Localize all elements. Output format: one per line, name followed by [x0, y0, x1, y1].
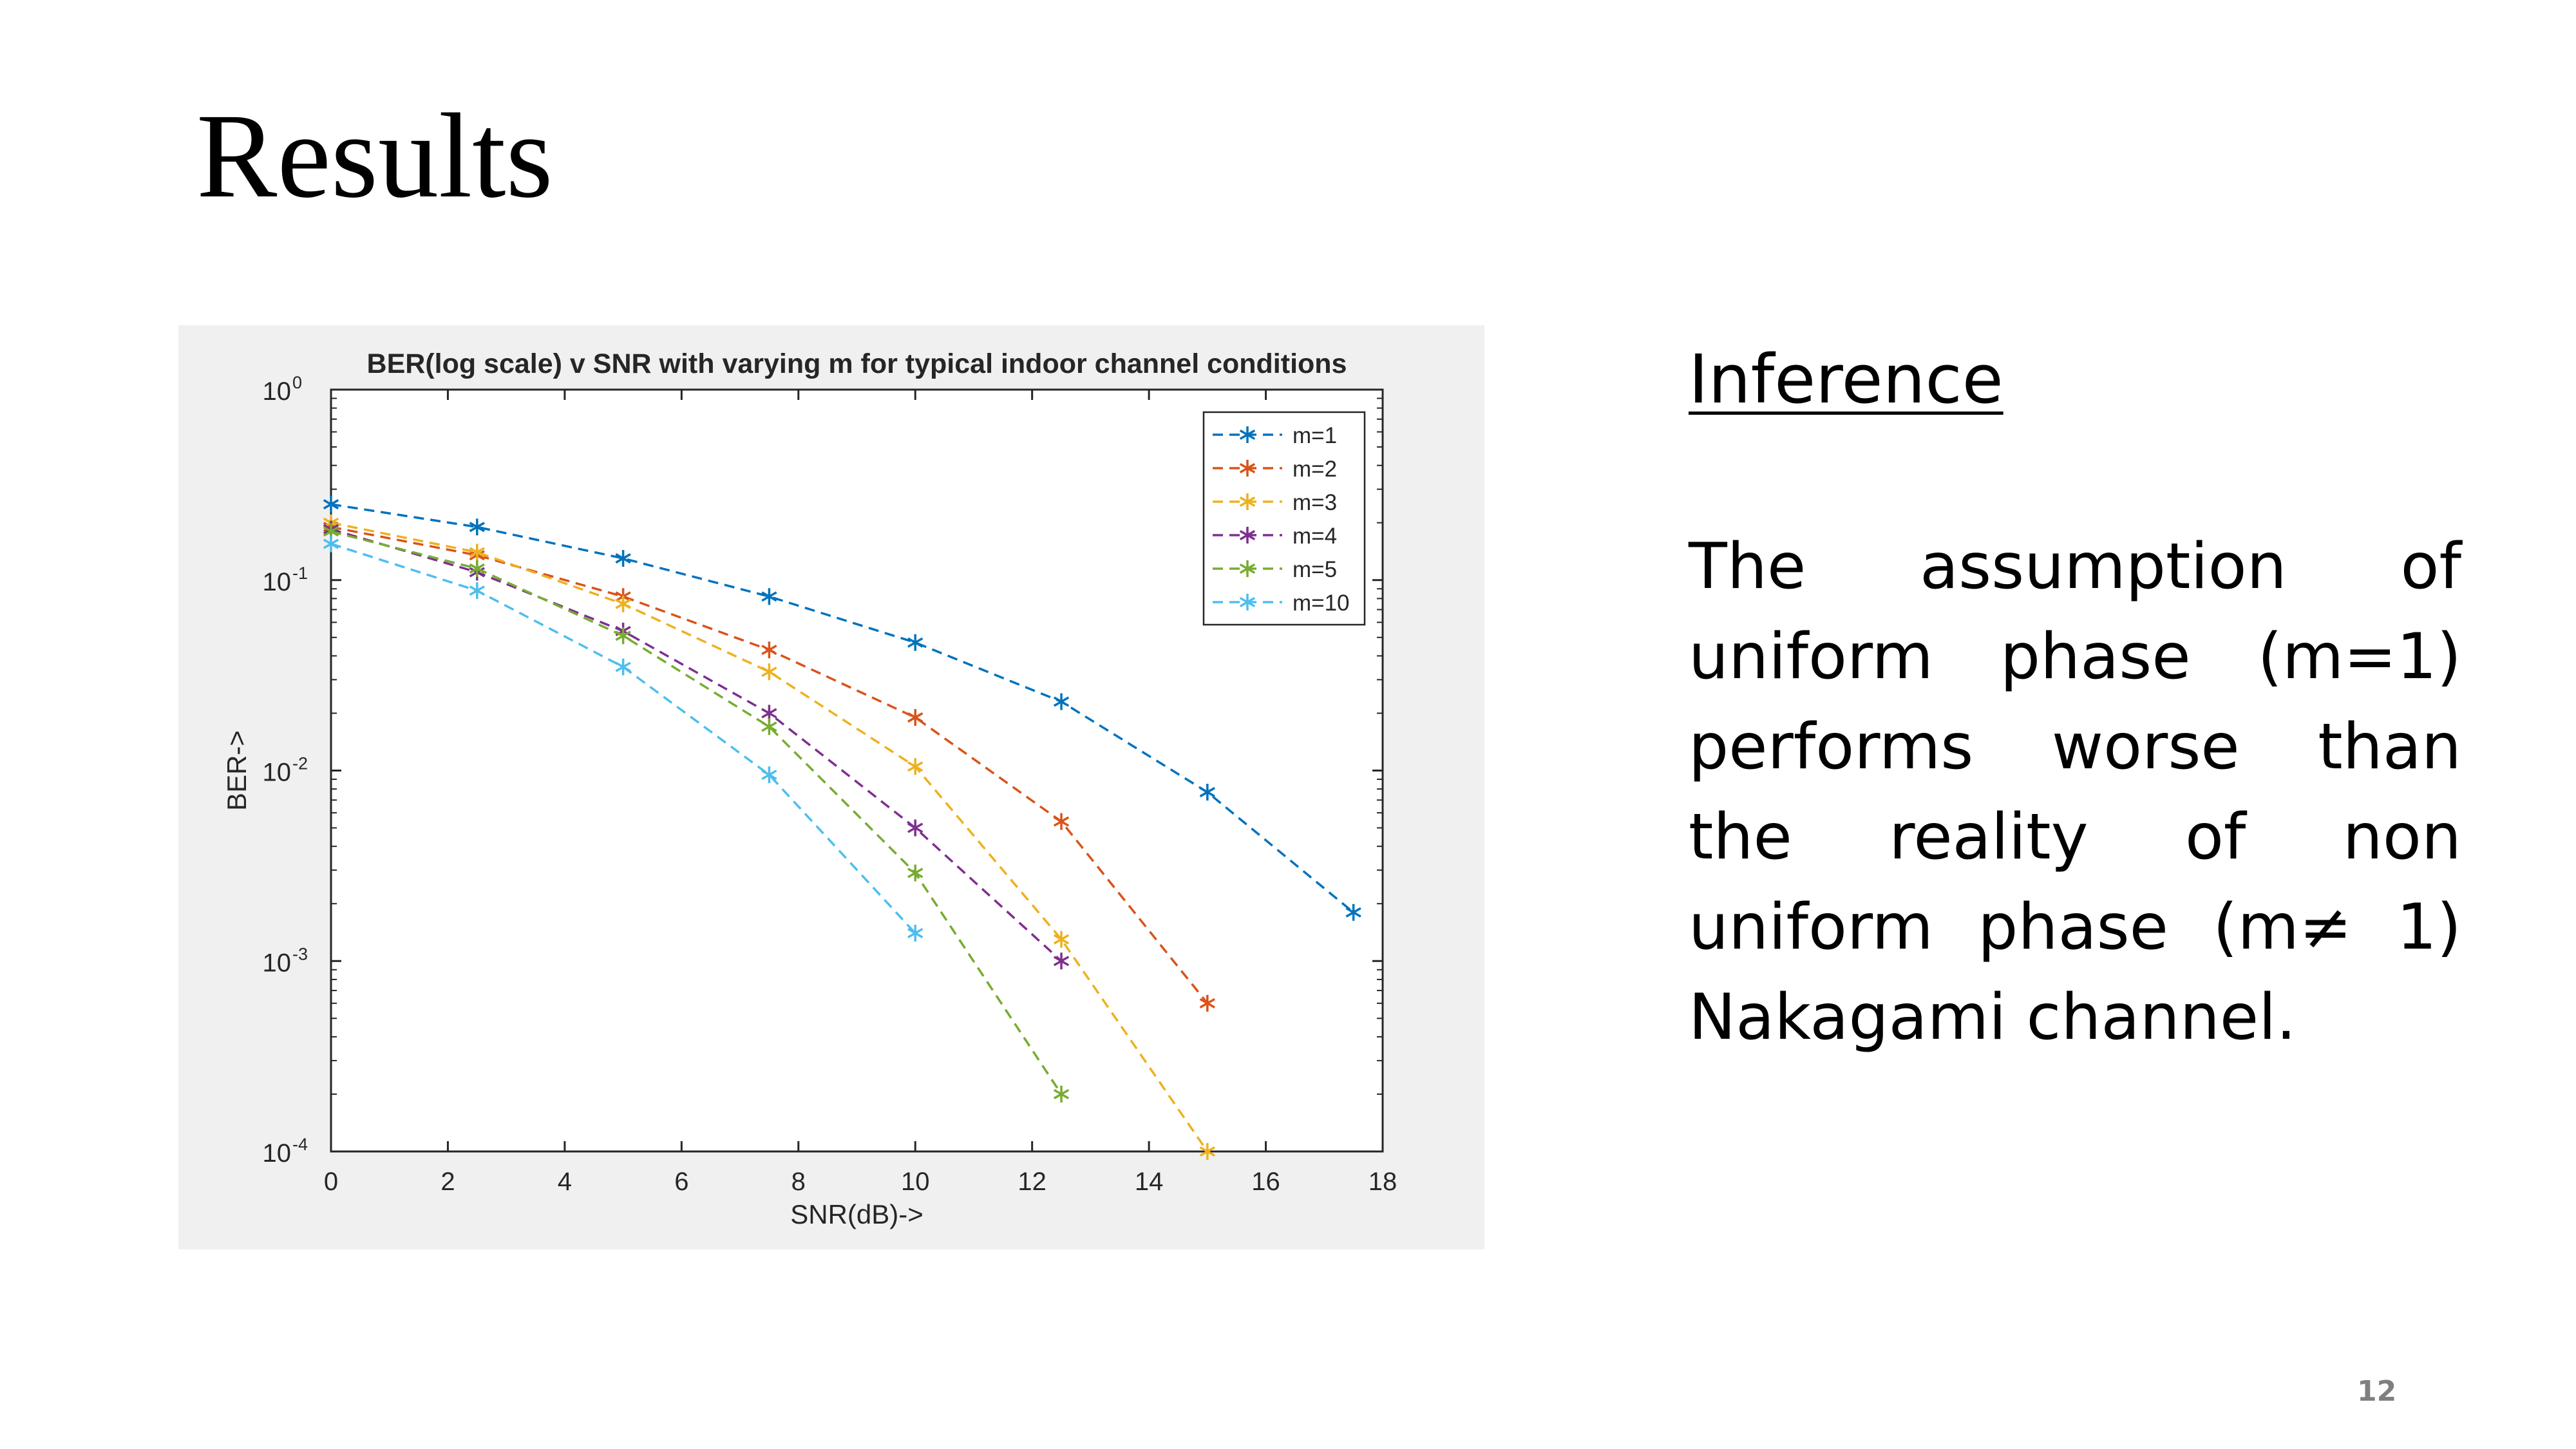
data-point-m=1	[761, 588, 777, 605]
data-point-m=2	[1053, 813, 1070, 830]
data-point-m=4	[1053, 952, 1070, 970]
x-tick-label: 18	[1368, 1168, 1397, 1196]
data-point-m=3	[615, 595, 631, 612]
legend-label: m=5	[1293, 557, 1337, 582]
x-tick-label: 4	[558, 1168, 572, 1196]
data-point-m=10	[907, 925, 923, 942]
data-point-m=2	[1199, 994, 1215, 1012]
inference-heading: Inference	[1689, 340, 2003, 419]
data-point-m=2	[907, 709, 923, 726]
x-axis-label: SNR(dB)->	[790, 1199, 923, 1229]
data-point-m=5	[1053, 1085, 1070, 1103]
y-tick-exponent: -3	[292, 944, 308, 963]
data-point-m=5	[761, 718, 777, 735]
legend-label: m=2	[1293, 457, 1337, 482]
x-tick-label: 12	[1018, 1168, 1046, 1196]
x-tick-label: 2	[440, 1168, 455, 1196]
y-tick-label: 10	[263, 759, 292, 787]
legend-marker	[1239, 426, 1256, 443]
x-tick-label: 6	[674, 1168, 688, 1196]
data-point-m=5	[907, 864, 923, 882]
series-line-m=1	[330, 503, 1354, 914]
y-axis-label: BER->	[222, 730, 252, 811]
legend-label: m=4	[1293, 524, 1337, 549]
legend-marker	[1239, 560, 1256, 577]
data-point-m=1	[323, 496, 339, 513]
y-tick-exponent: -4	[292, 1135, 308, 1154]
y-tick-exponent: 0	[292, 373, 302, 392]
legend-marker	[1239, 527, 1256, 544]
series-line-m=4	[330, 528, 1063, 962]
legend-label: m=10	[1293, 591, 1350, 616]
data-point-m=1	[907, 634, 923, 651]
data-point-m=3	[761, 663, 777, 681]
y-tick-label: 10	[263, 568, 292, 596]
legend-marker	[1239, 460, 1256, 477]
y-tick-exponent: -1	[292, 564, 308, 583]
legend-label: m=3	[1293, 490, 1337, 515]
data-point-m=4	[907, 819, 923, 837]
data-point-m=10	[469, 582, 485, 600]
legend-marker	[1239, 594, 1256, 611]
y-tick-label: 10	[263, 377, 292, 406]
y-tick-label: 10	[263, 949, 292, 977]
data-point-m=10	[761, 766, 777, 784]
data-point-m=2	[761, 641, 777, 659]
data-point-m=1	[615, 550, 631, 567]
x-tick-label: 8	[791, 1168, 806, 1196]
data-point-m=10	[323, 535, 339, 553]
chart-title: BER(log scale) v SNR with varying m for …	[367, 348, 1347, 379]
y-tick-exponent: -2	[292, 754, 308, 773]
x-tick-label: 0	[324, 1168, 338, 1196]
inference-text: The assumption of uniform phase (m=1) pe…	[1689, 530, 2461, 1054]
data-point-m=1	[469, 518, 485, 536]
data-point-m=3	[1053, 931, 1070, 948]
figure-panel: BER(log scale) v SNR with varying m for …	[178, 325, 1484, 1249]
legend-label: m=1	[1293, 423, 1337, 448]
y-tick-label: 10	[263, 1139, 292, 1168]
x-tick-label: 14	[1135, 1168, 1164, 1196]
data-point-m=1	[1053, 693, 1070, 710]
data-point-m=3	[1199, 1143, 1215, 1160]
data-point-m=1	[1345, 904, 1361, 921]
legend-marker	[1239, 493, 1256, 510]
data-point-m=3	[469, 544, 485, 561]
data-point-m=3	[907, 758, 923, 775]
x-tick-label: 16	[1251, 1168, 1280, 1196]
data-point-m=10	[615, 658, 631, 676]
x-tick-label: 10	[901, 1168, 930, 1196]
legend-box	[1202, 411, 1366, 626]
ber-chart: BER(log scale) v SNR with varying m for …	[222, 348, 1397, 1229]
slide-title: Results	[196, 88, 553, 223]
data-point-m=5	[615, 627, 631, 645]
series-line-m=5	[330, 530, 1063, 1095]
page-number: 12	[2357, 1375, 2397, 1408]
data-point-m=1	[1199, 784, 1215, 801]
data-point-m=5	[469, 560, 485, 577]
